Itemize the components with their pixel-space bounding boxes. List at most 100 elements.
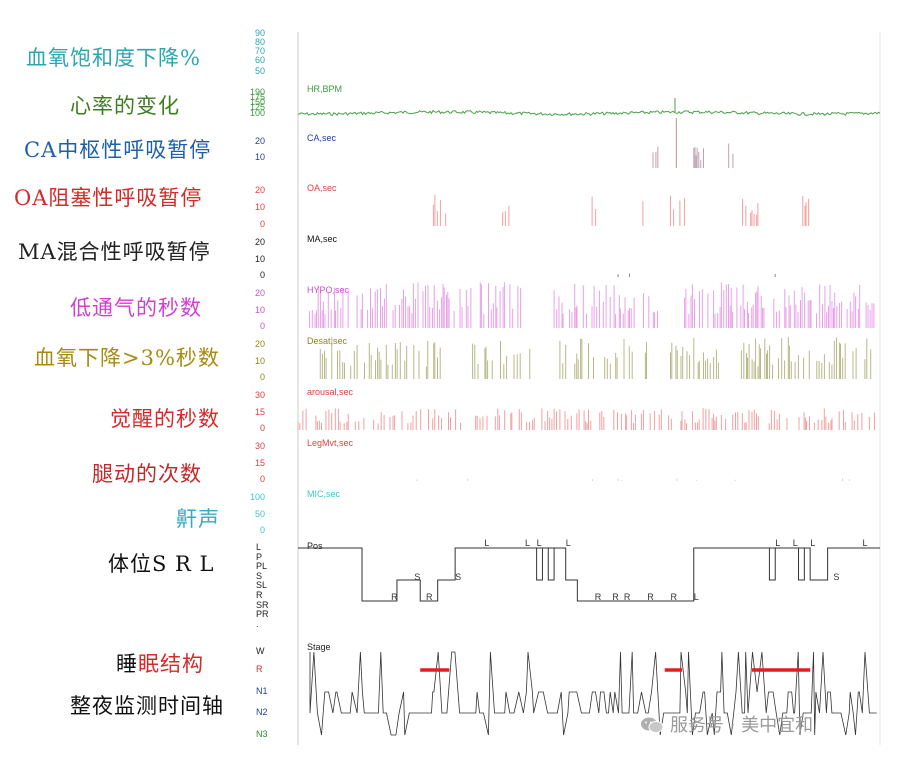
left-label-0: 血氧饱和度下降% [26, 46, 201, 70]
channel-1-tick-2: 150 [249, 97, 265, 107]
channel-name-6: Desat,sec [307, 336, 348, 346]
position-category-5: R [256, 590, 263, 600]
channel-0-tick-2: 70 [254, 46, 265, 56]
position-channel-name: Pos [307, 541, 323, 551]
position-mark-9: R [612, 592, 619, 602]
timeline-label: 整夜监测时间轴 [70, 694, 224, 718]
channel-name-7: arousal,sec [307, 387, 354, 397]
left-label-2: CA中枢性呼吸暂停 [24, 138, 212, 162]
channel-0-tick-3: 60 [254, 55, 265, 65]
sleep-structure-part1: 睡 [116, 652, 138, 676]
sleep-structure-label: 睡眠结构 [116, 648, 204, 678]
channel-2-tick-0: 20 [254, 136, 265, 146]
position-mark-13: L [694, 592, 699, 602]
channel-8-tick-2: 0 [259, 474, 265, 484]
position-dip [768, 548, 776, 581]
channel-8-tick-0: 30 [254, 441, 265, 451]
channel-name-9: MIC,sec [307, 489, 341, 499]
position-mark-11: R [647, 592, 654, 602]
channel-0-tick-0: 90 [254, 28, 265, 38]
position-mark-8: R [595, 592, 602, 602]
stage-category-4: N3 [256, 729, 268, 739]
position-category-2: PL [256, 561, 268, 572]
position-mark-3: L [566, 538, 571, 548]
channel-1-tick-1: 175 [249, 92, 265, 102]
channel-4-tick-2: 0 [259, 270, 265, 280]
position-mark-7: R [426, 592, 433, 602]
channel-5-tick-1: 10 [254, 305, 265, 315]
wechat-icon [641, 717, 664, 733]
position-category-0: L [256, 542, 262, 552]
channel-name-5: HYPO,sec [307, 285, 350, 295]
stage-category-2: N1 [256, 686, 268, 696]
channel-9-tick-1: 50 [254, 509, 265, 519]
channel-4-tick-0: 20 [254, 237, 265, 247]
sleep-structure-part2: 眠 [138, 652, 160, 676]
watermark: 服务号 · 美中宜和 [640, 711, 813, 737]
position-category-7: PR [256, 609, 269, 620]
left-label-6: 血氧下降>3%秒数 [34, 346, 220, 370]
position-mark-4: S [414, 572, 420, 582]
channel-5-tick-0: 20 [254, 288, 265, 298]
stage-channel-name: Stage [307, 642, 331, 652]
position-mark-16: L [810, 538, 815, 548]
stage-category-1: R [256, 664, 263, 674]
channel-7-tick-1: 15 [254, 407, 265, 417]
position-category-1: P [256, 551, 263, 562]
channel-name-3: OA,sec [307, 183, 337, 193]
position-mark-12: R [671, 592, 678, 602]
position-mark-14: L [775, 538, 780, 548]
left-label-5: 低通气的秒数 [70, 296, 202, 320]
channel-1-tick-0: 190 [249, 87, 265, 97]
left-label-9: 鼾声 [176, 507, 220, 531]
position-mark-17: S [833, 572, 839, 582]
channel-7-tick-2: 0 [259, 423, 265, 433]
channel-1-tick-3: 125 [249, 102, 265, 112]
left-label-10: 体位S R L [108, 552, 215, 576]
sleep-structure-part3: 结构 [160, 652, 204, 676]
channel-5-tick-2: 0 [259, 321, 265, 331]
position-category-3: S [256, 570, 263, 581]
channel-name-4: MA,sec [307, 234, 338, 244]
position-category-4: SL [256, 580, 268, 591]
position-dip [798, 548, 805, 581]
position-category-6: SR [256, 599, 269, 610]
channel-6-tick-0: 20 [254, 339, 265, 349]
stage-trace [309, 651, 877, 736]
channel-3-tick-0: 20 [254, 185, 265, 195]
channel-8-tick-1: 15 [254, 458, 265, 468]
position-mark-2: L [537, 538, 542, 548]
position-mark-5: S [455, 572, 461, 582]
watermark-text: 服务号 · 美中宜和 [670, 715, 814, 736]
position-trace [298, 547, 880, 602]
left-label-7: 觉醒的秒数 [110, 407, 220, 431]
left-label-3: OA阻塞性呼吸暂停 [14, 186, 203, 210]
channel-name-8: LegMvt,sec [307, 438, 354, 448]
left-label-1: 心率的变化 [70, 94, 180, 118]
position-mark-15: L [793, 538, 798, 548]
position-mark-18: L [863, 538, 868, 548]
channel-0-tick-1: 80 [254, 37, 265, 47]
position-mark-10: R [624, 592, 631, 602]
position-mark-0: L [484, 538, 489, 548]
channel-4-tick-1: 10 [254, 254, 265, 264]
channel-0-tick-4: 50 [254, 66, 265, 76]
left-label-4: MA混合性呼吸暂停 [18, 240, 211, 264]
position-category-8: . [256, 618, 259, 629]
channel-7-tick-0: 30 [254, 390, 265, 400]
position-mark-6: R [391, 592, 398, 602]
stage-category-3: N2 [256, 707, 268, 717]
channel-name-1: HR,BPM [307, 84, 343, 94]
position-dip [547, 548, 555, 581]
stage-category-0: W [256, 646, 265, 656]
channel-9-tick-2: 0 [259, 525, 265, 535]
channel-9-tick-0: 100 [249, 492, 265, 502]
channel-6-tick-1: 10 [254, 356, 265, 366]
channel-1-tick-4: 100 [249, 108, 265, 118]
left-label-8: 腿动的次数 [92, 462, 202, 486]
channel-2-tick-1: 10 [254, 152, 265, 162]
channel-3-tick-1: 10 [254, 202, 265, 212]
channel-3-tick-2: 0 [259, 219, 265, 229]
hr-trace [297, 109, 881, 117]
